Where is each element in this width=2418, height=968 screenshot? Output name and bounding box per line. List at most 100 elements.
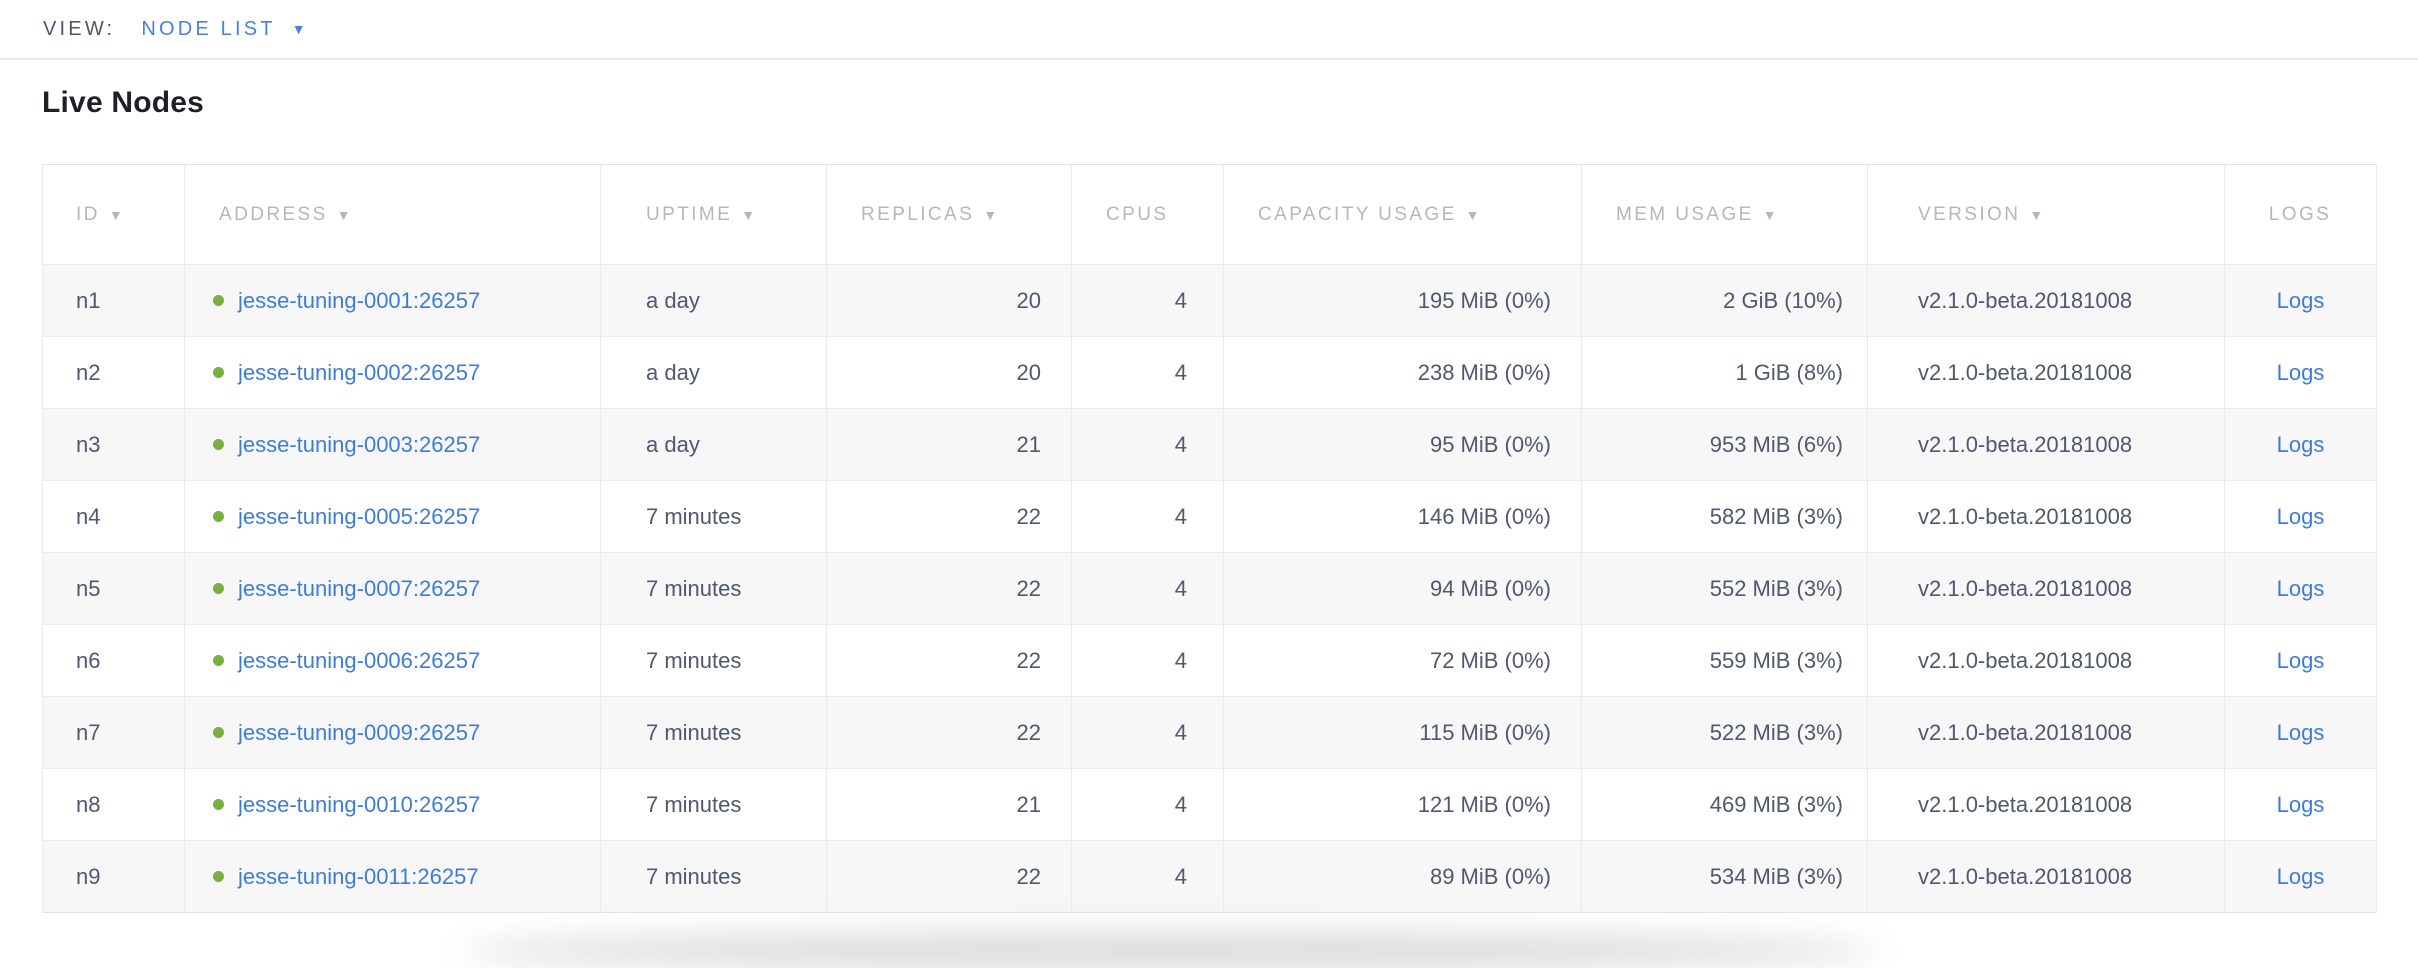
column-header-uptime[interactable]: UPTIME ▼ [600, 164, 827, 265]
cell-logs: Logs [2224, 408, 2377, 481]
node-address-link[interactable]: jesse-tuning-0011:26257 [238, 863, 479, 889]
cell-replicas: 22 [826, 480, 1072, 553]
cell-cpus: 4 [1071, 408, 1224, 481]
live-status-dot-icon [213, 727, 224, 738]
cell-replicas: 20 [826, 336, 1072, 409]
column-header-label: CAPACITY USAGE [1258, 203, 1457, 225]
node-address-link[interactable]: jesse-tuning-0001:26257 [238, 287, 481, 313]
live-status-dot-icon [213, 799, 224, 810]
sort-desc-icon: ▼ [336, 206, 353, 223]
column-header-id[interactable]: ID ▼ [42, 164, 185, 265]
cell-replicas: 20 [826, 264, 1072, 337]
node-row-n2: n2 jesse-tuning-0002:26257 a day 20 4 238 MiB… [42, 336, 2377, 409]
live-status-dot-icon [213, 439, 224, 450]
logs-link[interactable]: Logs [2276, 503, 2325, 529]
column-header-label: UPTIME [646, 203, 733, 225]
cell-node-id: n8 [42, 768, 185, 841]
cell-capacity-usage: 94 MiB (0%) [1223, 552, 1582, 625]
logs-link[interactable]: Logs [2276, 359, 2325, 385]
view-bar: VIEW: NODE LIST ▼ [0, 0, 2418, 60]
cell-address: jesse-tuning-0011:26257 [184, 840, 601, 913]
cell-uptime: 7 minutes [600, 624, 827, 697]
cell-mem-usage: 534 MiB (3%) [1581, 840, 1868, 913]
node-address-link[interactable]: jesse-tuning-0003:26257 [238, 431, 481, 457]
cell-address: jesse-tuning-0009:26257 [184, 696, 601, 769]
cell-replicas: 21 [826, 408, 1072, 481]
cell-cpus: 4 [1071, 336, 1224, 409]
column-header-logs: LOGS [2224, 164, 2377, 265]
node-row-n8: n8 jesse-tuning-0010:26257 7 minutes 21 4 121… [42, 768, 2377, 841]
node-address-link[interactable]: jesse-tuning-0009:26257 [238, 719, 481, 745]
node-address-link[interactable]: jesse-tuning-0002:26257 [238, 359, 481, 385]
cell-replicas: 22 [826, 840, 1072, 913]
cell-capacity-usage: 95 MiB (0%) [1223, 408, 1582, 481]
logs-link[interactable]: Logs [2276, 575, 2325, 601]
column-header-label: ADDRESS [219, 203, 328, 225]
logs-link[interactable]: Logs [2276, 791, 2325, 817]
cell-version: v2.1.0-beta.20181008 [1867, 768, 2225, 841]
live-status-dot-icon [213, 367, 224, 378]
cell-version: v2.1.0-beta.20181008 [1867, 624, 2225, 697]
logs-link[interactable]: Logs [2276, 287, 2325, 313]
node-row-n6: n6 jesse-tuning-0006:26257 7 minutes 22 4 72 … [42, 624, 2377, 697]
cell-capacity-usage: 115 MiB (0%) [1223, 696, 1582, 769]
cell-uptime: a day [600, 264, 827, 337]
logs-link[interactable]: Logs [2276, 719, 2325, 745]
node-row-n5: n5 jesse-tuning-0007:26257 7 minutes 22 4 94 … [42, 552, 2377, 625]
cell-replicas: 21 [826, 768, 1072, 841]
table-header-row: ID ▼ ADDRESS ▼ UPTIME ▼ REPLICAS ▼ CPUS CAPACITY … [42, 164, 2377, 265]
cell-capacity-usage: 89 MiB (0%) [1223, 840, 1582, 913]
sort-desc-icon: ▼ [983, 206, 1000, 223]
logs-link[interactable]: Logs [2276, 647, 2325, 673]
logs-link[interactable]: Logs [2276, 431, 2325, 457]
column-header-version[interactable]: VERSION ▼ [1867, 164, 2225, 265]
cell-logs: Logs [2224, 480, 2377, 553]
live-status-dot-icon [213, 583, 224, 594]
node-address-link[interactable]: jesse-tuning-0006:26257 [238, 647, 481, 673]
cell-version: v2.1.0-beta.20181008 [1867, 480, 2225, 553]
cell-logs: Logs [2224, 336, 2377, 409]
column-header-replicas[interactable]: REPLICAS ▼ [826, 164, 1072, 265]
live-status-dot-icon [213, 871, 224, 882]
node-row-n4: n4 jesse-tuning-0005:26257 7 minutes 22 4 146… [42, 480, 2377, 553]
chevron-down-icon: ▼ [291, 21, 306, 37]
node-row-n9: n9 jesse-tuning-0011:26257 7 minutes 22 4 89 … [42, 840, 2377, 913]
cell-version: v2.1.0-beta.20181008 [1867, 408, 2225, 481]
cell-mem-usage: 559 MiB (3%) [1581, 624, 1868, 697]
node-address-link[interactable]: jesse-tuning-0010:26257 [238, 791, 481, 817]
cell-node-id: n3 [42, 408, 185, 481]
column-header-capacity[interactable]: CAPACITY USAGE ▼ [1223, 164, 1582, 265]
column-header-address[interactable]: ADDRESS ▼ [184, 164, 601, 265]
cell-cpus: 4 [1071, 696, 1224, 769]
cell-cpus: 4 [1071, 480, 1224, 553]
cell-address: jesse-tuning-0006:26257 [184, 624, 601, 697]
sort-desc-icon: ▼ [741, 206, 758, 223]
node-address-link[interactable]: jesse-tuning-0007:26257 [238, 575, 481, 601]
cell-uptime: a day [600, 336, 827, 409]
cell-cpus: 4 [1071, 264, 1224, 337]
column-header-mem[interactable]: MEM USAGE ▼ [1581, 164, 1868, 265]
cell-mem-usage: 469 MiB (3%) [1581, 768, 1868, 841]
node-row-n7: n7 jesse-tuning-0009:26257 7 minutes 22 4 115… [42, 696, 2377, 769]
sort-desc-icon: ▼ [1762, 206, 1779, 223]
live-status-dot-icon [213, 295, 224, 306]
cell-logs: Logs [2224, 768, 2377, 841]
logs-link[interactable]: Logs [2276, 863, 2325, 889]
cell-logs: Logs [2224, 624, 2377, 697]
cell-capacity-usage: 72 MiB (0%) [1223, 624, 1582, 697]
cell-address: jesse-tuning-0001:26257 [184, 264, 601, 337]
view-dropdown[interactable]: NODE LIST ▼ [141, 18, 305, 41]
cell-uptime: 7 minutes [600, 696, 827, 769]
node-row-n3: n3 jesse-tuning-0003:26257 a day 21 4 95 MiB … [42, 408, 2377, 481]
node-address-link[interactable]: jesse-tuning-0005:26257 [238, 503, 481, 529]
column-header-label: VERSION [1918, 203, 2021, 225]
cell-cpus: 4 [1071, 624, 1224, 697]
cell-logs: Logs [2224, 840, 2377, 913]
node-row-n1: n1 jesse-tuning-0001:26257 a day 20 4 195 MiB… [42, 264, 2377, 337]
cell-version: v2.1.0-beta.20181008 [1867, 840, 2225, 913]
cell-cpus: 4 [1071, 840, 1224, 913]
cell-node-id: n9 [42, 840, 185, 913]
sort-desc-icon: ▼ [108, 206, 126, 223]
cell-version: v2.1.0-beta.20181008 [1867, 552, 2225, 625]
sort-desc-icon: ▼ [1465, 206, 1482, 223]
